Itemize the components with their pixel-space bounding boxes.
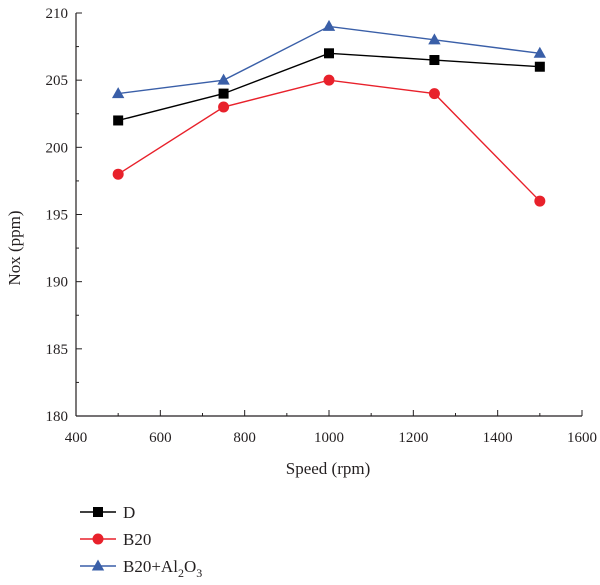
legend-item: B20: [80, 530, 151, 549]
legend-label: B20+Al2O3: [123, 557, 202, 580]
y-tick-label: 185: [46, 342, 69, 358]
data-point: [218, 101, 230, 113]
x-axis-ticks: 400 600 800 1000 1200 1400 1600: [65, 410, 597, 446]
y-tick-label: 180: [46, 409, 69, 425]
legend-marker: [91, 559, 105, 571]
series-triangle: [111, 19, 547, 99]
data-point: [324, 48, 334, 59]
data-point: [112, 168, 124, 180]
x-tick-label: 1000: [314, 430, 344, 446]
x-tick-label: 600: [149, 430, 172, 446]
x-tick-label: 1600: [567, 430, 597, 446]
legend-marker: [92, 533, 104, 545]
series-line: [117, 79, 541, 202]
x-axis-label: Speed (rpm): [286, 459, 371, 478]
data-point: [322, 19, 336, 31]
data-point: [218, 88, 229, 99]
axes: [75, 13, 582, 417]
data-point: [533, 46, 547, 58]
legend-item: D: [80, 503, 135, 522]
data-point: [534, 195, 546, 207]
y-axis-ticks: 180 185 190 195 200 205 210: [46, 6, 82, 425]
series-layer: [111, 19, 547, 207]
y-axis-label: Nox (ppm): [5, 210, 24, 285]
data-point: [428, 33, 441, 45]
data-point: [534, 61, 545, 72]
x-tick-label: 1400: [483, 430, 513, 446]
data-point: [429, 55, 440, 66]
y-tick-label: 205: [46, 73, 69, 89]
y-tick-label: 210: [46, 6, 69, 22]
data-point: [428, 88, 440, 100]
y-tick-label: 195: [46, 208, 69, 224]
series-circle: [112, 74, 546, 207]
y-tick-label: 200: [46, 140, 69, 156]
legend-item: B20+Al2O3: [80, 557, 202, 580]
x-tick-label: 800: [233, 430, 256, 446]
series-square: [113, 48, 545, 126]
legend: D B20 B20+Al2O3: [80, 503, 202, 580]
data-point: [217, 73, 230, 85]
legend-label: B20: [123, 530, 151, 549]
data-point: [113, 115, 124, 126]
x-tick-label: 400: [65, 430, 88, 446]
y-tick-label: 190: [46, 275, 69, 291]
legend-label: D: [123, 503, 135, 522]
data-point: [323, 74, 335, 86]
data-point: [111, 87, 125, 99]
x-tick-label: 1200: [398, 430, 428, 446]
legend-marker: [93, 507, 103, 517]
series-line: [117, 52, 540, 122]
